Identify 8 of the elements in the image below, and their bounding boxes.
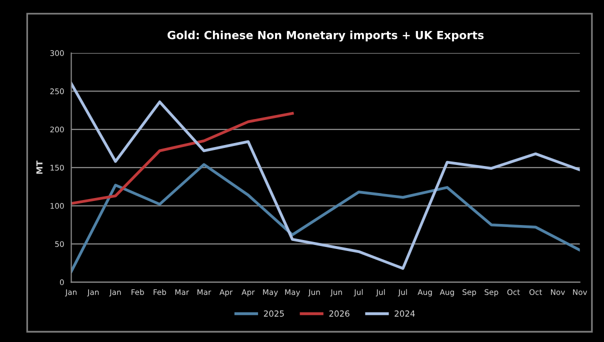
- line-series: [71, 163, 580, 273]
- legend-label: 2025: [264, 310, 284, 317]
- chart-title: Gold: Chinese Non Monetary imports + UK Exports: [168, 30, 484, 42]
- line-series: [71, 82, 580, 270]
- y-axis-title: MT: [36, 160, 42, 174]
- legend-label: 2024: [394, 310, 415, 317]
- legend-label: 2026: [329, 310, 350, 317]
- line-series: [71, 112, 294, 205]
